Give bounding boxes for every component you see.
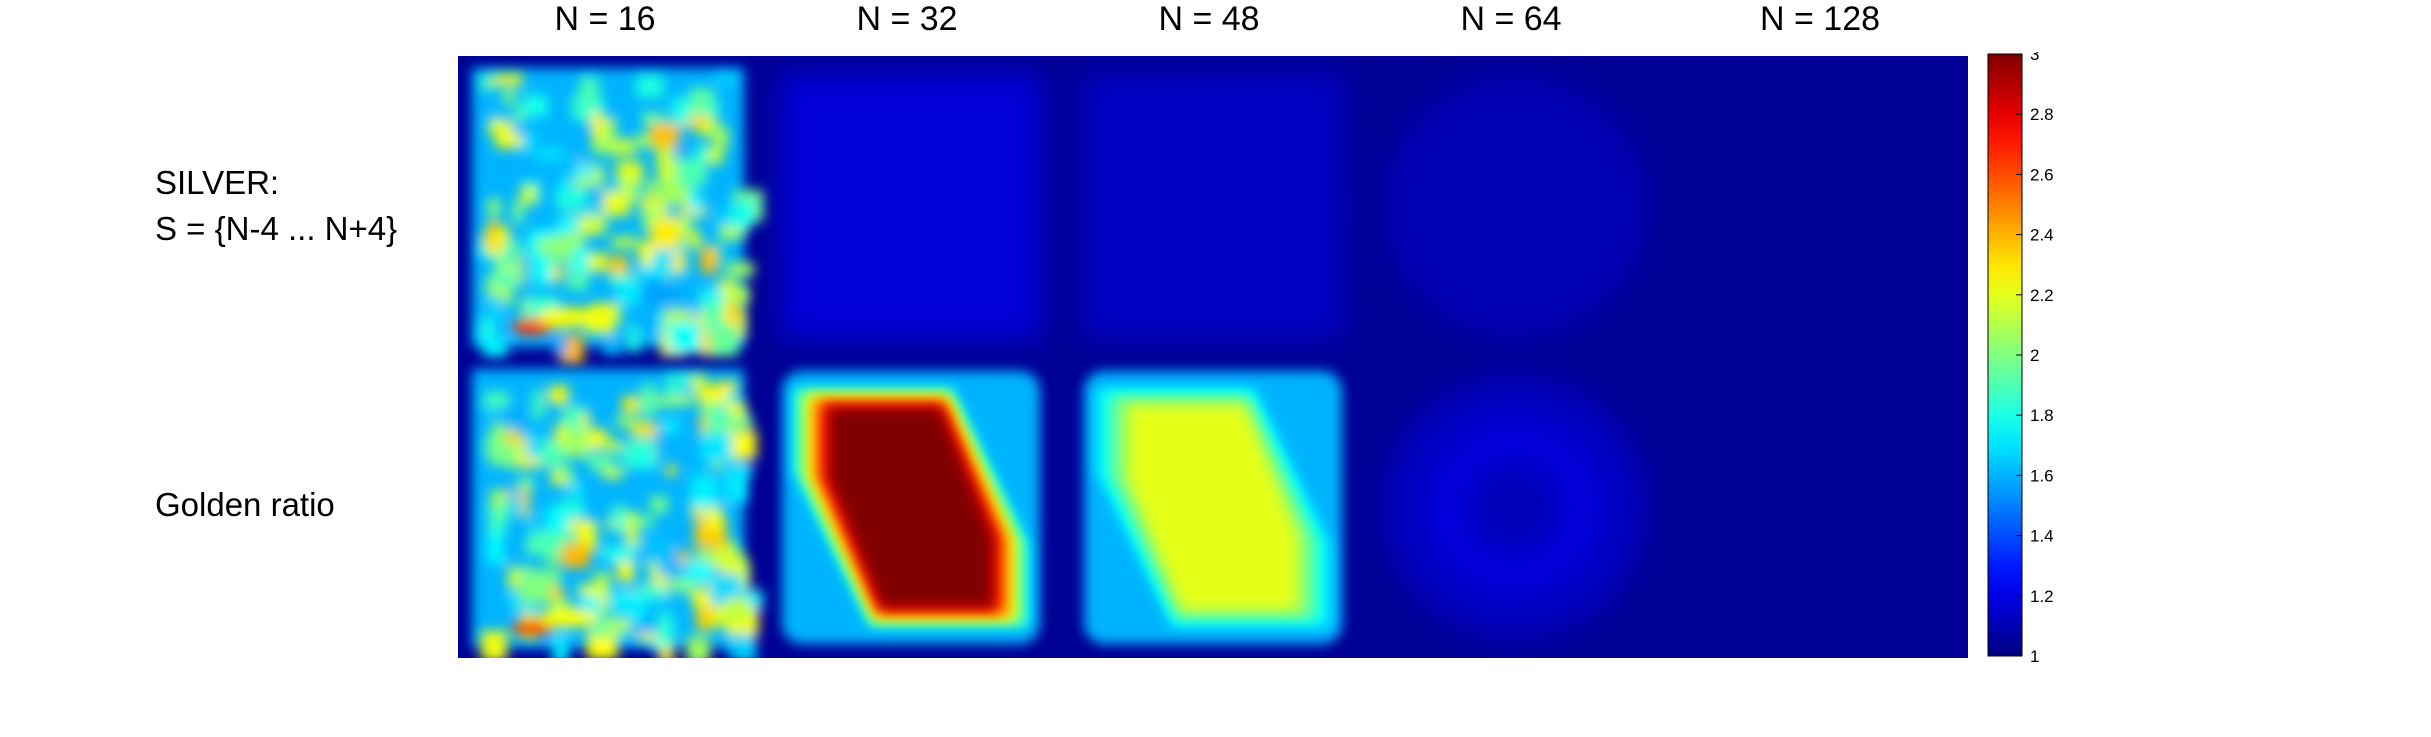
heatmap-cell-r0-c1 bbox=[780, 74, 1042, 339]
colorbar-tick-label: 1.6 bbox=[2030, 466, 2054, 485]
column-title-n16: N = 16 bbox=[554, 0, 656, 38]
column-title-n128: N = 128 bbox=[1759, 0, 1881, 38]
column-title-n48: N = 48 bbox=[1158, 0, 1260, 38]
colorbar-tick-label: 2.4 bbox=[2030, 226, 2054, 245]
row-label-silver-line1: SILVER: bbox=[155, 164, 280, 201]
colorbar-tick-label: 2.6 bbox=[2030, 165, 2054, 184]
heatmap-cell-r0-c2 bbox=[1082, 74, 1344, 339]
colorbar-tick-label: 1.8 bbox=[2030, 406, 2054, 425]
heatmap-cell-r1-c3 bbox=[1382, 375, 1648, 640]
row-label-silver: SILVER: S = {N-4 ... N+4} bbox=[155, 160, 397, 252]
colorbar-tick-label: 1.2 bbox=[2030, 587, 2054, 606]
heatmap-panel bbox=[458, 56, 1968, 658]
row-label-golden-ratio: Golden ratio bbox=[155, 482, 335, 528]
colorbar-tick-label: 2.2 bbox=[2030, 286, 2054, 305]
column-title-n32: N = 32 bbox=[856, 0, 958, 38]
colorbar-tick-label: 1 bbox=[2030, 647, 2039, 666]
colorbar: 1 1.2 1.4 1.6 1.8 2 2.2 2.4 2.6 2.8 3 bbox=[1987, 52, 2054, 666]
row-label-silver-line2: S = {N-4 ... N+4} bbox=[155, 210, 398, 247]
colorbar-tick-label: 2.8 bbox=[2030, 105, 2054, 124]
heatmap-cell-r1-c0 bbox=[472, 369, 763, 658]
colorbar-tick-label: 3 bbox=[2030, 52, 2039, 64]
colorbar-tick-label: 2 bbox=[2030, 346, 2039, 365]
colorbar-tick-label: 1.4 bbox=[2030, 527, 2054, 546]
heatmap-cell-r0-c0 bbox=[472, 68, 765, 365]
heatmap-cell-r0-c3 bbox=[1382, 74, 1648, 339]
column-title-n64: N = 64 bbox=[1460, 0, 1562, 38]
heatmap-cell-r1-c2 bbox=[1084, 371, 1342, 644]
heatmap-cell-r1-c1 bbox=[782, 371, 1040, 644]
row-label-golden-line1: Golden ratio bbox=[155, 486, 335, 523]
